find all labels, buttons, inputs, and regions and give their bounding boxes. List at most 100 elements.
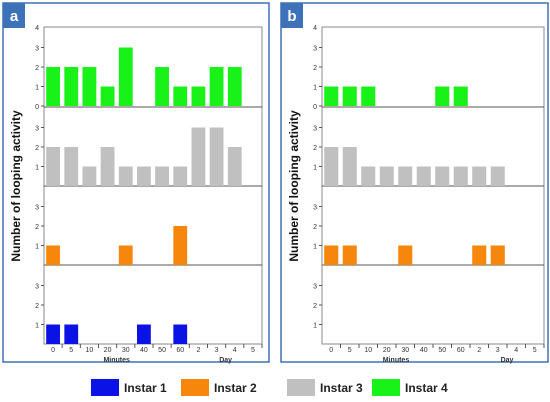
y-tick-label: 0 [313,104,317,111]
y-tick-label: 0 [35,104,39,111]
bar-instar-4 [209,67,224,106]
x-tick-label: 20 [383,347,391,354]
bar-instar-3 [137,166,151,186]
x-tick-label: 40 [140,347,148,354]
bar-instar-3 [82,166,97,186]
x-tick-label: 4 [514,347,518,354]
y-tick-label: 2 [313,303,317,310]
legend-swatch [287,379,315,396]
y-tick-label: 1 [313,244,317,251]
legend-label: Instar 4 [405,381,448,395]
bar-instar-2 [324,245,339,265]
bar-instar-4 [361,86,376,106]
panel-label: b [287,8,296,25]
x-tick-label: 20 [104,347,112,354]
bar-instar-3 [155,166,169,186]
legend: Instar 1 Instar 2 Instar 3 Instar 4 [91,379,448,396]
bar-instar-3 [100,147,115,186]
bar-instar-1 [137,324,151,344]
y-tick-label: 2 [35,224,39,231]
bar-instar-3 [490,166,505,186]
legend-swatch [91,379,119,396]
bar-instar-4 [173,86,188,106]
bar-instar-3 [191,127,206,186]
bar-instar-3 [453,166,468,186]
x-tick-label: 0 [51,347,55,354]
bar-instar-3 [118,166,133,186]
y-tick-label: 2 [313,145,317,152]
x-tick-label: 3 [215,347,219,354]
bar-instar-4 [100,86,115,106]
legend-item: Instar 4 [372,379,448,396]
x-tick-label: 5 [251,347,255,354]
x-axis-label-day: Day [219,357,232,364]
bar-instar-1 [173,324,188,344]
y-tick-label: 3 [35,126,39,133]
bar-instar-4 [64,67,79,106]
bar-instar-1 [64,324,79,344]
y-tick-label: 3 [35,205,39,212]
y-tick-label: 2 [35,65,39,72]
y-tick-label: 3 [313,284,317,291]
legend-item: Instar 3 [287,379,363,396]
y-tick-label: 3 [313,205,317,212]
x-axis-label-day: Day [501,357,514,364]
bar-instar-3 [361,166,376,186]
x-tick-label: 4 [233,347,237,354]
bar-instar-3 [324,147,339,186]
x-tick-label: 60 [176,347,184,354]
panel-label-badge [3,3,25,28]
bar-instar-4 [191,86,206,106]
x-axis-label-minutes: Minutes [383,357,410,364]
bar-instar-3 [379,166,394,186]
x-tick-label: 0 [329,347,333,354]
bar-instar-4 [82,67,97,106]
x-tick-label: 5 [348,347,352,354]
bar-instar-3 [227,147,242,186]
y-tick-label: 2 [35,145,39,152]
y-tick-label: 1 [35,85,39,92]
bar-instar-2 [472,245,487,265]
x-tick-label: 50 [438,347,446,354]
panel-border [280,2,549,363]
bar-instar-3 [209,127,224,186]
bar-instar-4 [453,86,468,106]
bar-instar-4 [227,67,242,106]
legend-item: Instar 1 [91,379,167,396]
legend-label: Instar 1 [124,381,167,395]
bar-instar-2 [46,245,60,265]
legend-item: Instar 2 [181,379,257,396]
y-tick-label: 1 [35,323,39,330]
bar-instar-3 [435,166,450,186]
y-tick-label: 3 [313,46,317,53]
y-tick-label: 1 [313,165,317,172]
legend-swatch [372,379,400,396]
panel-label-badge [281,3,303,28]
bar-instar-1 [46,324,60,344]
legend-label: Instar 2 [214,381,257,395]
y-tick-label: 3 [313,126,317,133]
bar-instar-3 [342,147,357,186]
x-tick-label: 50 [158,347,166,354]
y-tick-label: 2 [35,303,39,310]
bar-instar-3 [64,147,79,186]
x-tick-label: 5 [69,347,73,354]
x-tick-label: 2 [196,347,200,354]
y-axis-label: Number of looping activity [9,110,23,262]
x-tick-label: 10 [364,347,372,354]
y-tick-label: 1 [313,323,317,330]
y-tick-label-top: 4 [35,25,39,32]
y-tick-label: 1 [313,85,317,92]
x-axis-label-minutes: Minutes [103,357,130,364]
legend-swatch [181,379,209,396]
legend-label: Instar 3 [320,381,363,395]
y-tick-label-top: 4 [313,25,317,32]
bar-instar-3 [416,166,431,186]
bar-instar-3 [173,166,188,186]
bar-instar-2 [342,245,357,265]
y-tick-label: 2 [313,224,317,231]
x-tick-label: 40 [420,347,428,354]
